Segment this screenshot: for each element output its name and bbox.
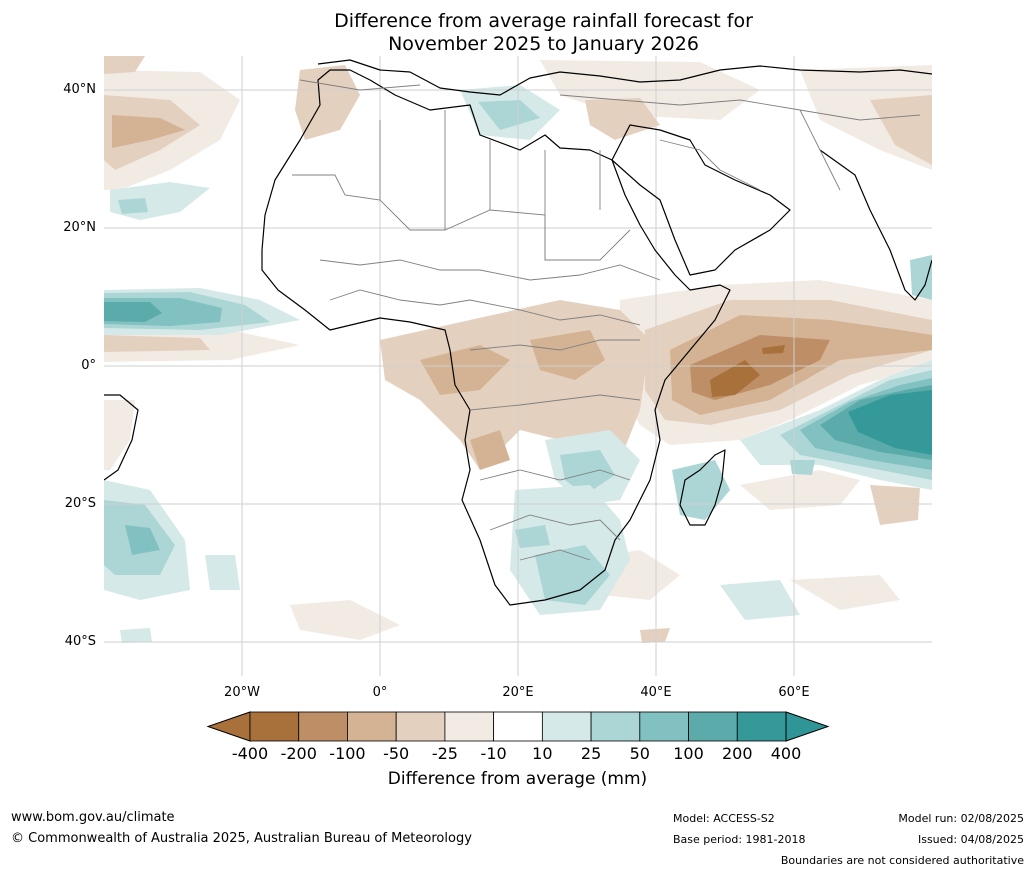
graticule [104, 56, 932, 676]
rainfall-anomaly-map [104, 56, 932, 676]
colorbar-tick-label: 200 [721, 744, 753, 763]
colorbar-extend-high [785, 711, 830, 742]
footer-issued: Issued: 04/08/2025 [917, 833, 1024, 846]
footer-url[interactable]: www.bom.gov.au/climate [11, 810, 175, 825]
colorbar-tick-label: 25 [580, 744, 602, 763]
footer-disclaimer: Boundaries are not considered authoritat… [780, 854, 1024, 867]
colorbar-tick-label: 400 [770, 744, 802, 763]
lat-label-40s: 40°S [64, 634, 96, 649]
south-america-coastline [104, 394, 139, 481]
footer-base-period: Base period: 1981-2018 [673, 833, 806, 846]
lat-label-40n: 40°N [63, 82, 96, 97]
colorbar-bin [541, 711, 592, 742]
colorbar-bin [688, 711, 738, 742]
colorbar-tick-label: -50 [383, 744, 410, 763]
coastlines [104, 59, 932, 606]
europe-coastline [317, 59, 932, 96]
colorbar-bin [590, 711, 641, 742]
lon-label-40e: 40°E [640, 685, 672, 700]
title-line-1: Difference from average rainfall forecas… [334, 10, 753, 32]
colorbar-tick-label: -25 [431, 744, 458, 763]
colorbar-bin [298, 711, 348, 742]
map-title: Difference from average rainfall forecas… [0, 10, 1035, 56]
country-borders [292, 79, 921, 561]
lat-label-20s: 20°S [64, 496, 96, 511]
madagascar-coastline [679, 449, 726, 526]
colorbar-bin [444, 711, 495, 742]
colorbar-bin [249, 711, 300, 742]
colorbar-tick-label: -400 [231, 744, 269, 763]
colorbar-tick-label: 100 [673, 744, 704, 763]
colorbar-title: Difference from average (mm) [387, 769, 648, 789]
colorbar-bin [347, 711, 397, 742]
lat-label-20n: 20°N [63, 220, 96, 235]
wet-anomaly-regions [104, 85, 932, 643]
arabia-coastline [611, 124, 791, 276]
colorbar-tick-label: 10 [532, 744, 553, 763]
lon-label-20w: 20°W [224, 685, 260, 700]
lon-label-0: 0° [372, 685, 388, 700]
footer-copyright: © Commonwealth of Australia 2025, Austra… [11, 831, 472, 846]
africa-coastline [261, 69, 731, 606]
lon-label-60e: 60°E [778, 685, 810, 700]
lon-label-20e: 20°E [502, 685, 534, 700]
colorbar-extend-low [206, 711, 251, 742]
india-coastline [819, 149, 932, 301]
lat-label-0: 0° [81, 358, 96, 373]
colorbar-bin [493, 711, 543, 742]
colorbar-bin [736, 711, 787, 742]
colorbar-tick-label: -100 [329, 744, 366, 763]
title-line-2: November 2025 to January 2026 [388, 33, 699, 55]
colorbar-bin [639, 711, 689, 742]
colorbar-bin [395, 711, 446, 742]
footer-model: Model: ACCESS-S2 [673, 812, 775, 825]
footer-model-run: Model run: 02/08/2025 [898, 812, 1024, 825]
colorbar-tick-label: -200 [280, 744, 317, 763]
colorbar-tick-label: 50 [629, 744, 650, 763]
colorbar-tick-label: -10 [480, 744, 507, 763]
